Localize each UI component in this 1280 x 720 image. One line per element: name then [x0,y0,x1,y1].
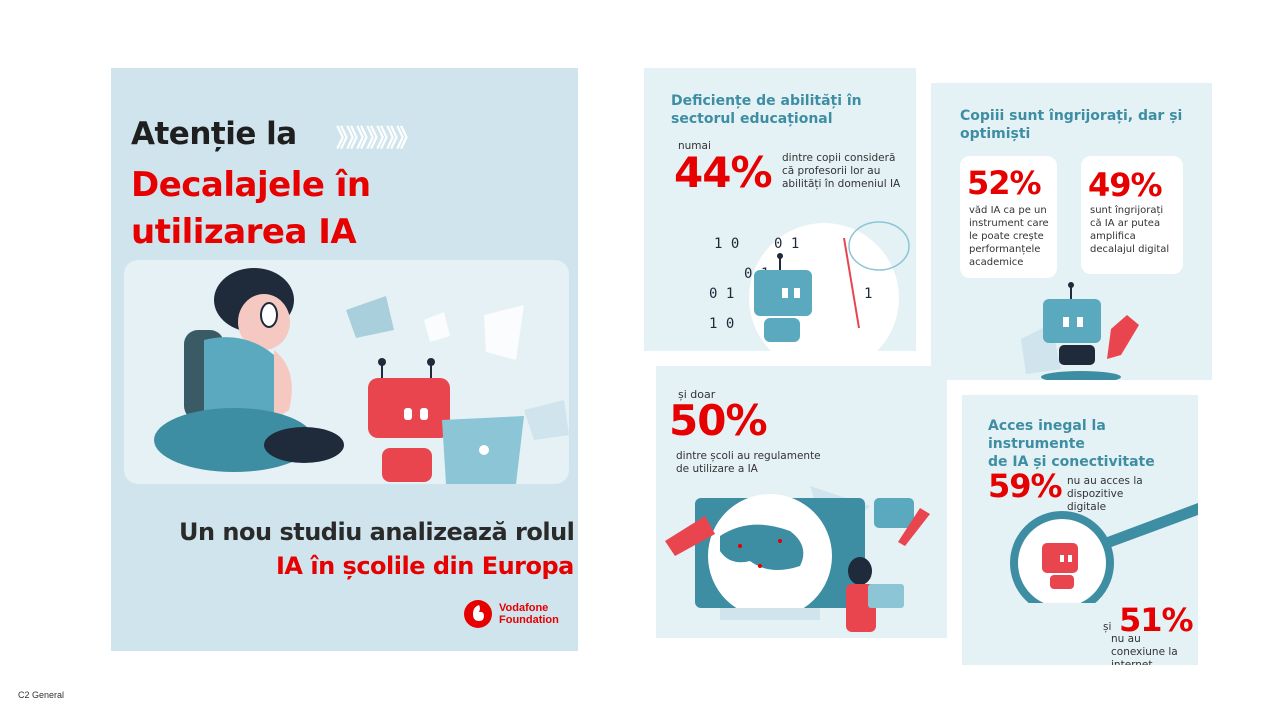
stat-box-49: 49% sunt îngrijorați că IA ar putea ampl… [1081,156,1183,274]
stat2-line: că IA ar putea [1090,218,1161,229]
card1-title-line-2: sectorul educațional [671,111,833,127]
card2-title-line-1: Copiii sunt îngrijorați, dar și [960,108,1183,124]
magnifier-robot-illustration [1010,503,1198,603]
svg-text:0 1: 0 1 [709,286,734,302]
card3-desc-line-2: de utilizare a IA [676,463,758,475]
poster-headline-red: Decalajele în utilizarea IA [131,162,371,256]
card-worried-optimistic: Copiii sunt îngrijorați, dar și optimișt… [931,83,1212,380]
card-skills-deficit: Deficiențe de abilități în sectorul educ… [644,68,916,351]
card1-title-line-1: Deficiențe de abilități în [671,93,862,109]
card3-description: dintre școli au regulamente de utilizare… [676,450,821,476]
card1-description: dintre copii consideră că profesorii lor… [782,152,900,191]
card4-stat2-line-2: internet [1111,659,1153,665]
vodafone-logo-icon [464,600,492,628]
stat2-line: sunt îngrijorați [1090,205,1164,216]
stat1-percent: 52% [967,164,1042,202]
stat2-line: amplifica [1090,231,1136,242]
svg-text:0 1: 0 1 [774,236,799,252]
card4-stat1-percent: 59% [988,467,1063,505]
card3-prefix: și doar [678,388,716,401]
illustration-scene [124,260,569,492]
main-poster: Atenție la 》》》》》》》 Decalajele în utiliza… [111,68,578,651]
poster-headline: Atenție la [131,116,297,152]
card1-desc-line-2: că profesorii lor au [782,165,881,177]
chevron-decoration-icon: 》》》》》》》 [336,124,420,152]
card1-title: Deficiențe de abilități în sectorul educ… [671,92,862,128]
logo-line-1: Vodafone [499,602,549,614]
headline-red-line-2: utilizarea IA [131,212,357,252]
card4-title-line-2: de IA și conectivitate [988,454,1155,470]
card1-prefix: numai [678,140,711,152]
stat1-description: văd IA ca pe un instrument care le poate… [969,204,1049,269]
stat1-line: instrument care [969,218,1049,229]
card4-stat2-description: nu au conexiune la internet [1111,633,1198,665]
stat2-line: decalajul digital [1090,244,1170,255]
headline-red-line-1: Decalajele în [131,165,371,205]
card-school-regulations: și doar 50% dintre școli au regulamente … [656,366,947,638]
stat1-line: academice [969,257,1024,268]
card4-stat1-line-1: nu au acces la dispozitive [1067,475,1143,500]
card2-title: Copiii sunt îngrijorați, dar și optimișt… [960,107,1182,143]
svg-text:1 0: 1 0 [709,316,734,332]
card4-stat1-description: nu au acces la dispozitive digitale [1067,475,1198,514]
card4-stat2-line-1: nu au conexiune la [1111,633,1178,658]
stat-box-52: 52% văd IA ca pe un instrument care le p… [960,156,1057,278]
globe-student-illustration [665,486,930,632]
card4-title-line-1: Acces inegal la instrumente [988,418,1106,452]
stat2-description: sunt îngrijorați că IA ar putea amplific… [1090,204,1169,256]
card-unequal-access: Acces inegal la instrumente de IA și con… [962,395,1198,665]
classification-caption: C2 General [18,690,65,700]
card4-stat2-percent: 51% [1119,601,1194,639]
stat1-line: văd IA ca pe un [969,205,1047,216]
stat1-line: le poate crește [969,231,1044,242]
card4-title: Acces inegal la instrumente de IA și con… [988,417,1198,471]
logo-line-2: Foundation [499,614,559,626]
card1-desc-line-3: abilități în domeniul IA [782,178,901,190]
card3-percent: 50% [669,396,768,445]
poster-subtitle-red: IA în școlile din Europa [276,552,574,580]
logo-text: Vodafone Foundation [499,602,559,626]
card2-title-line-2: optimiști [960,126,1031,142]
card1-desc-line-1: dintre copii consideră [782,152,896,164]
robot-pencil-illustration [1021,282,1139,380]
stat2-percent: 49% [1088,166,1163,204]
stat1-line: performanțele [969,244,1041,255]
svg-text:1 0: 1 0 [714,236,739,252]
card3-desc-line-1: dintre școli au regulamente [676,450,821,462]
poster-subtitle: Un nou studiu analizează rolul [179,518,575,546]
robot-net-illustration: 1 0 0 1 0 1 0 1 1 0 1 [709,221,910,351]
svg-text:1: 1 [864,286,872,302]
vodafone-foundation-logo: Vodafone Foundation [463,599,559,629]
card4-stat1-line-2: digitale [1067,501,1107,513]
card4-connector: și [1103,621,1112,633]
student-robot-illustration [154,268,569,492]
card1-percent: 44% [674,148,773,197]
